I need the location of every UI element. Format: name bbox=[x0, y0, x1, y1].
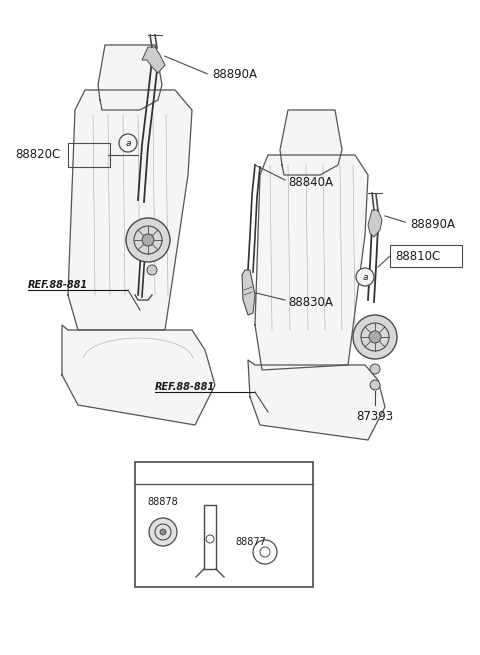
Circle shape bbox=[353, 315, 397, 359]
Polygon shape bbox=[368, 210, 382, 237]
Bar bbox=[135, 462, 313, 587]
Circle shape bbox=[147, 265, 157, 275]
Polygon shape bbox=[280, 110, 342, 175]
Text: 88840A: 88840A bbox=[288, 176, 333, 189]
Circle shape bbox=[142, 234, 154, 246]
Polygon shape bbox=[255, 155, 368, 370]
Circle shape bbox=[370, 364, 380, 374]
Polygon shape bbox=[62, 325, 215, 425]
Circle shape bbox=[126, 218, 170, 262]
Text: 88878: 88878 bbox=[147, 497, 178, 507]
Text: 88820C: 88820C bbox=[15, 149, 60, 162]
Circle shape bbox=[149, 518, 177, 546]
Circle shape bbox=[140, 464, 158, 482]
Circle shape bbox=[119, 134, 137, 152]
Text: 87393: 87393 bbox=[357, 410, 394, 423]
Text: 88890A: 88890A bbox=[212, 69, 257, 81]
Text: a: a bbox=[125, 138, 131, 147]
Text: 88810C: 88810C bbox=[395, 250, 440, 263]
Circle shape bbox=[206, 535, 214, 543]
Polygon shape bbox=[98, 45, 162, 110]
Polygon shape bbox=[142, 47, 165, 73]
Text: 88830A: 88830A bbox=[288, 295, 333, 309]
Polygon shape bbox=[68, 90, 192, 330]
Polygon shape bbox=[242, 270, 255, 315]
Text: REF.88-881: REF.88-881 bbox=[155, 382, 215, 392]
Bar bbox=[390, 245, 462, 267]
Text: REF.88-881: REF.88-881 bbox=[28, 280, 88, 290]
Bar bbox=[68, 143, 110, 167]
Circle shape bbox=[356, 268, 374, 286]
Text: a: a bbox=[362, 272, 368, 282]
Text: 88890A: 88890A bbox=[410, 219, 455, 231]
Text: a: a bbox=[146, 468, 152, 477]
Circle shape bbox=[160, 529, 166, 535]
Text: 88877: 88877 bbox=[235, 537, 266, 547]
Circle shape bbox=[370, 380, 380, 390]
Polygon shape bbox=[248, 360, 385, 440]
Circle shape bbox=[253, 540, 277, 564]
Circle shape bbox=[369, 331, 381, 343]
